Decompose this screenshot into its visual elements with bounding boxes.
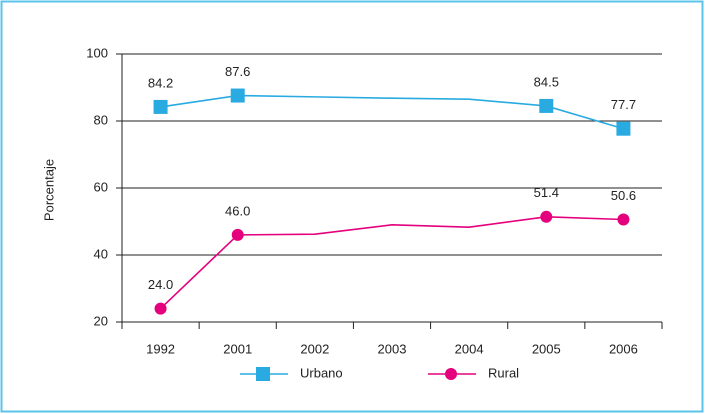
y-tick-label: 100 xyxy=(86,45,108,60)
data-label: 84.2 xyxy=(148,75,173,90)
data-label: 84.5 xyxy=(534,74,559,89)
legend-marker xyxy=(256,367,270,381)
point-marker xyxy=(540,210,553,223)
legend-label: Rural xyxy=(488,365,519,380)
point-marker xyxy=(616,121,631,136)
point-marker xyxy=(154,302,167,315)
y-tick-label: 20 xyxy=(94,313,108,328)
point-marker xyxy=(539,98,554,113)
x-tick-label: 2003 xyxy=(378,341,407,356)
y-tick-label: 80 xyxy=(94,112,108,127)
x-tick-label: 2004 xyxy=(455,341,484,356)
legend-marker xyxy=(445,368,457,380)
point-marker xyxy=(231,228,244,241)
x-tick-label: 2001 xyxy=(223,341,252,356)
point-marker xyxy=(617,213,630,226)
y-tick-label: 60 xyxy=(94,179,108,194)
x-tick-label: 2002 xyxy=(300,341,329,356)
data-label: 87.6 xyxy=(225,64,250,79)
legend-label: Urbano xyxy=(300,365,343,380)
x-tick-label: 2006 xyxy=(609,341,638,356)
data-label: 50.6 xyxy=(611,188,636,203)
data-label: 77.7 xyxy=(611,97,636,112)
y-tick-label: 40 xyxy=(94,246,108,261)
x-tick-label: 1992 xyxy=(146,341,175,356)
y-axis-label: Porcentaje xyxy=(41,159,56,221)
data-label: 46.0 xyxy=(225,203,250,218)
data-label: 24.0 xyxy=(148,277,173,292)
data-label: 51.4 xyxy=(534,185,559,200)
x-tick-label: 2005 xyxy=(532,341,561,356)
point-marker xyxy=(153,99,168,114)
point-marker xyxy=(230,88,245,103)
